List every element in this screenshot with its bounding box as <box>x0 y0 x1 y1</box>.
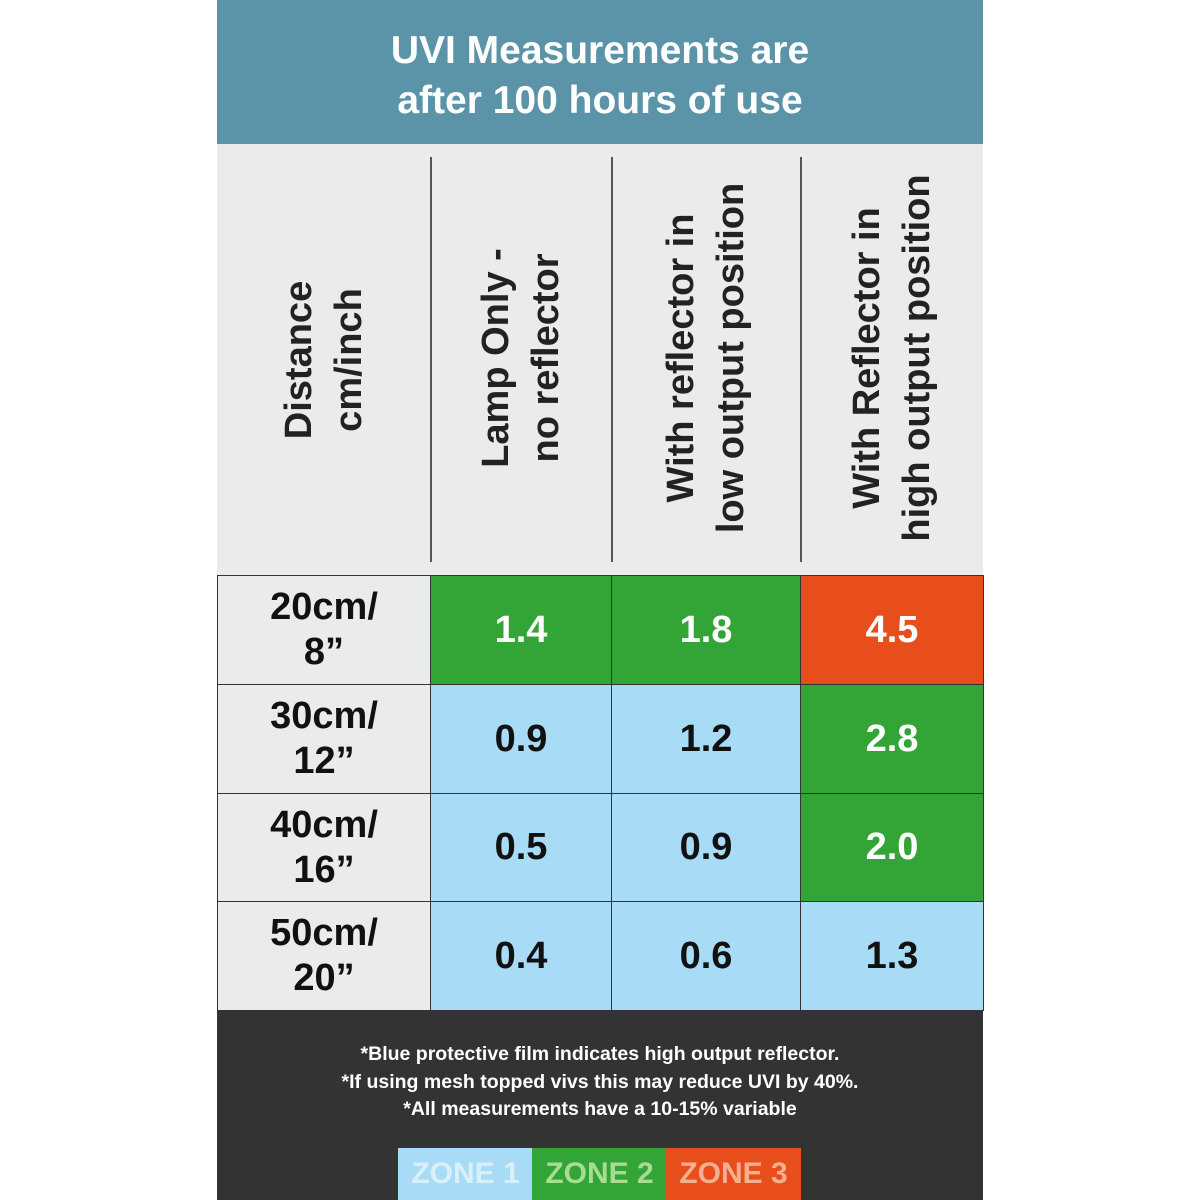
column-header-line: With reflector in <box>659 213 702 503</box>
column-header-line: low output position <box>709 182 752 534</box>
value-cell: 0.4 <box>430 901 612 1011</box>
column-header: With reflector in low output position <box>656 183 756 533</box>
row-label: 30cm/12” <box>217 684 431 794</box>
value-cell: 2.8 <box>800 684 984 794</box>
value-cell: 0.6 <box>611 901 801 1011</box>
column-header-line: Lamp Only - <box>474 248 517 468</box>
value-cell: 4.5 <box>800 575 984 685</box>
value-cell: 1.2 <box>611 684 801 794</box>
row-label: 40cm/16” <box>217 793 431 902</box>
row-label-line: 50cm/ <box>270 912 378 954</box>
row-label: 50cm/20” <box>217 901 431 1011</box>
column-divider <box>611 157 613 562</box>
column-header: Lamp Only - no reflector <box>471 248 571 468</box>
row-label-line: 40cm/ <box>270 803 378 846</box>
title-line: UVI Measurements are <box>390 29 810 72</box>
value-cell: 1.3 <box>800 901 984 1011</box>
value-cell: 0.9 <box>430 684 612 794</box>
note: *If using mesh topped vivs this may redu… <box>341 1070 859 1093</box>
note: *Blue protective film indicates high out… <box>360 1043 840 1065</box>
column-header: Distance cm/inch <box>274 281 374 439</box>
row-label-line: 12” <box>293 740 355 782</box>
row-label-line: 30cm/ <box>270 695 378 737</box>
value-cell: 2.0 <box>800 793 984 902</box>
zone-legend: ZONE 1 <box>398 1148 533 1200</box>
value-cell: 1.4 <box>430 575 612 685</box>
column-header-line: cm/inch <box>327 288 370 432</box>
column-header-line: Distance <box>277 280 320 440</box>
title-line: after 100 hours of use <box>397 79 803 122</box>
value-cell: 0.9 <box>611 793 801 902</box>
row-label-line: 20cm/ <box>270 586 378 628</box>
row-label-line: 20” <box>293 957 355 999</box>
column-divider <box>430 157 432 562</box>
value-cell: 1.8 <box>611 575 801 685</box>
zone-legend: ZONE 2 <box>532 1148 667 1200</box>
zone-legend: ZONE 3 <box>666 1148 801 1200</box>
column-header-line: high output position <box>895 174 938 542</box>
header: UVI Measurements are after 100 hours of u… <box>217 0 983 144</box>
row-label: 20cm/8” <box>217 575 431 685</box>
column-divider <box>800 157 802 562</box>
column-header-line: With Reflector in <box>845 207 888 509</box>
table-header: Distance cm/inch Lamp Only - no reflector Wi… <box>217 144 983 576</box>
row-label-line: 8” <box>303 631 345 673</box>
value-cell: 0.5 <box>430 793 612 902</box>
note: *All measurements have a 10-15% variable <box>403 1098 797 1120</box>
column-header-line: no reflector <box>524 253 567 463</box>
column-header: With Reflector in high output position <box>842 174 942 541</box>
row-label-line: 16” <box>293 848 355 891</box>
